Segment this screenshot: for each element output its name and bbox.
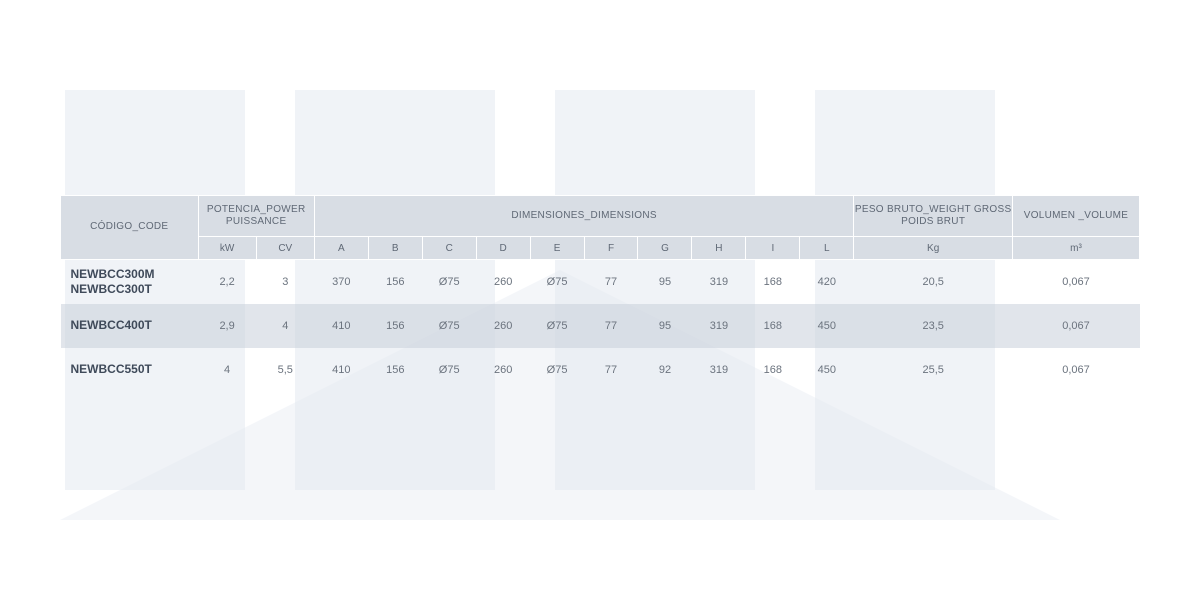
table-row: NEWBCC300M NEWBCC300T2,23370156Ø75260Ø75… [61, 260, 1140, 304]
header-I: I [746, 237, 800, 260]
cell-D: 260 [476, 348, 530, 392]
cell-cv: 3 [256, 260, 314, 304]
header-power: POTENCIA_POWER PUISSANCE [198, 196, 314, 237]
cell-F: 77 [584, 304, 638, 348]
cell-cv: 4 [256, 304, 314, 348]
cell-B: 156 [368, 348, 422, 392]
cell-cv: 5,5 [256, 348, 314, 392]
header-code: CÓDIGO_CODE [61, 196, 199, 260]
cell-F: 77 [584, 260, 638, 304]
header-dims: DIMENSIONES_DIMENSIONS [314, 196, 853, 237]
header-sub-row: kW CV A B C D E F G H I L Kg m³ [61, 237, 1140, 260]
header-m3: m³ [1013, 237, 1140, 260]
cell-B: 156 [368, 304, 422, 348]
cell-G: 95 [638, 260, 692, 304]
cell-m3: 0,067 [1013, 304, 1140, 348]
header-weight: PESO BRUTO_WEIGHT GROSS POIDS BRUT [854, 196, 1013, 237]
table-row: NEWBCC400T2,94410156Ø75260Ø7577953191684… [61, 304, 1140, 348]
cell-m3: 0,067 [1013, 348, 1140, 392]
cell-m3: 0,067 [1013, 260, 1140, 304]
cell-A: 410 [314, 304, 368, 348]
cell-D: 260 [476, 304, 530, 348]
header-group-row: CÓDIGO_CODE POTENCIA_POWER PUISSANCE DIM… [61, 196, 1140, 237]
spec-table-body: NEWBCC300M NEWBCC300T2,23370156Ø75260Ø75… [61, 260, 1140, 392]
cell-I: 168 [746, 304, 800, 348]
header-G: G [638, 237, 692, 260]
cell-E: Ø75 [530, 260, 584, 304]
cell-kw: 2,2 [198, 260, 256, 304]
cell-E: Ø75 [530, 348, 584, 392]
cell-F: 77 [584, 348, 638, 392]
header-volume: VOLUMEN _VOLUME [1013, 196, 1140, 237]
cell-H: 319 [692, 260, 746, 304]
cell-kg: 25,5 [854, 348, 1013, 392]
cell-E: Ø75 [530, 304, 584, 348]
cell-C: Ø75 [422, 304, 476, 348]
cell-code: NEWBCC550T [61, 348, 199, 392]
cell-L: 450 [800, 304, 854, 348]
cell-A: 370 [314, 260, 368, 304]
cell-H: 319 [692, 348, 746, 392]
cell-G: 95 [638, 304, 692, 348]
header-F: F [584, 237, 638, 260]
cell-G: 92 [638, 348, 692, 392]
cell-L: 420 [800, 260, 854, 304]
cell-code: NEWBCC400T [61, 304, 199, 348]
table-row: NEWBCC550T45,5410156Ø75260Ø7577923191684… [61, 348, 1140, 392]
header-cv: CV [256, 237, 314, 260]
cell-kw: 4 [198, 348, 256, 392]
header-H: H [692, 237, 746, 260]
header-kw: kW [198, 237, 256, 260]
header-C: C [422, 237, 476, 260]
cell-L: 450 [800, 348, 854, 392]
cell-kg: 23,5 [854, 304, 1013, 348]
spec-table-container: CÓDIGO_CODE POTENCIA_POWER PUISSANCE DIM… [60, 195, 1140, 392]
cell-H: 319 [692, 304, 746, 348]
spec-table: CÓDIGO_CODE POTENCIA_POWER PUISSANCE DIM… [60, 195, 1140, 392]
header-kg: Kg [854, 237, 1013, 260]
cell-I: 168 [746, 348, 800, 392]
cell-A: 410 [314, 348, 368, 392]
cell-D: 260 [476, 260, 530, 304]
header-E: E [530, 237, 584, 260]
cell-I: 168 [746, 260, 800, 304]
header-D: D [476, 237, 530, 260]
header-A: A [314, 237, 368, 260]
cell-kw: 2,9 [198, 304, 256, 348]
cell-C: Ø75 [422, 260, 476, 304]
cell-C: Ø75 [422, 348, 476, 392]
cell-kg: 20,5 [854, 260, 1013, 304]
header-L: L [800, 237, 854, 260]
cell-B: 156 [368, 260, 422, 304]
header-B: B [368, 237, 422, 260]
cell-code: NEWBCC300M NEWBCC300T [61, 260, 199, 304]
